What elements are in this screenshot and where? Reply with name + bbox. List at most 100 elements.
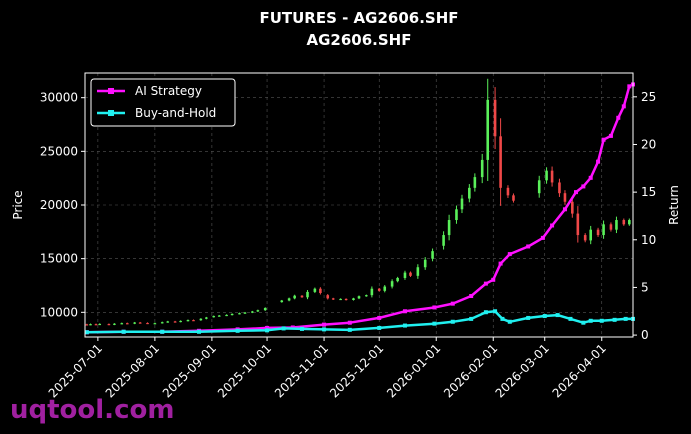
candle-body — [331, 298, 335, 300]
candle-body — [263, 308, 267, 311]
return-lines — [84, 82, 635, 335]
series-point — [450, 301, 455, 306]
series-point — [160, 329, 165, 334]
candle-body — [94, 324, 98, 326]
candle-body — [339, 298, 342, 301]
series-point — [526, 244, 531, 249]
series-point — [588, 318, 593, 323]
series-point — [265, 328, 270, 333]
candle-body — [480, 159, 484, 178]
price-tick-label: 25000 — [40, 144, 78, 158]
series-point — [507, 319, 512, 324]
candle-body — [344, 298, 348, 301]
series-point — [483, 281, 488, 286]
candle-body — [455, 209, 458, 221]
return-tick-label: 25 — [641, 90, 656, 104]
candle-body — [352, 298, 355, 300]
series-point — [265, 325, 270, 330]
candle-body — [192, 320, 195, 322]
series-point — [601, 137, 606, 142]
candle-body — [512, 195, 515, 201]
candle-body — [212, 316, 216, 318]
series-point — [235, 328, 240, 333]
candle-body — [615, 220, 618, 230]
series-point — [596, 159, 601, 164]
candle-body — [160, 322, 164, 324]
series-point — [627, 84, 632, 89]
candle-body — [506, 187, 510, 196]
return-tick-label: 5 — [641, 280, 649, 294]
series-point — [299, 326, 304, 331]
chart-title: FUTURES - AG2606.SHF — [259, 9, 458, 27]
candle-body — [493, 99, 497, 137]
candle-body — [313, 288, 317, 292]
series-point — [377, 315, 382, 320]
candlesticks — [85, 78, 631, 326]
legend-box — [90, 78, 236, 127]
series-point — [507, 252, 512, 257]
candle-body — [357, 296, 361, 299]
series-point — [281, 326, 286, 331]
series-point — [612, 317, 617, 322]
candle-body — [125, 323, 129, 325]
candle-body — [293, 295, 296, 299]
candle-body — [199, 318, 203, 321]
price-axis-label: Price — [11, 190, 25, 219]
return-tick-label: 0 — [641, 328, 649, 342]
candle-body — [256, 310, 260, 312]
return-axis-label: Return — [667, 185, 681, 225]
candle-body — [558, 182, 561, 194]
candle-body — [238, 313, 241, 315]
candle-body — [460, 198, 464, 210]
candle-body — [576, 213, 580, 236]
candle-body — [628, 220, 631, 225]
series-point — [197, 329, 202, 334]
series-point — [621, 104, 626, 109]
series-point — [588, 175, 593, 180]
candle-body — [571, 201, 574, 214]
series-point — [121, 329, 126, 334]
candle-body — [89, 324, 92, 326]
grid — [85, 73, 633, 337]
candle-body — [416, 267, 420, 276]
series-point — [84, 330, 89, 335]
candle-body — [146, 322, 149, 325]
series-point — [540, 235, 545, 240]
candle-body — [377, 288, 381, 291]
candle-body — [153, 323, 157, 325]
candle-body — [113, 323, 116, 325]
candle-body — [370, 288, 374, 296]
candle-body — [409, 272, 412, 276]
candle-body — [280, 300, 284, 303]
series-point — [491, 277, 496, 282]
candle-body — [473, 177, 477, 188]
series-point — [526, 315, 531, 320]
candle-body — [442, 235, 445, 246]
series-line-ai-strategy — [86, 83, 634, 334]
candle-body — [98, 323, 102, 326]
series-point — [555, 313, 560, 318]
candle-body — [319, 288, 322, 293]
candle-body — [622, 220, 626, 225]
candle-body — [537, 180, 541, 194]
candle-body — [179, 320, 182, 323]
series-point — [500, 316, 505, 321]
candle-body — [217, 315, 221, 317]
candle-body — [563, 193, 567, 202]
candle-body — [225, 314, 228, 317]
legend: AI Strategy Buy-and-Hold — [90, 78, 236, 127]
candle-body — [583, 235, 587, 241]
series-point — [483, 310, 488, 315]
candle-body — [230, 313, 234, 316]
candle-body — [403, 272, 407, 278]
series-point — [573, 190, 578, 195]
return-axis-ticks: 0 5 10 15 20 25 — [633, 90, 656, 342]
candle-body — [390, 281, 394, 287]
legend-label-ai: AI Strategy — [135, 84, 202, 98]
candle-body — [499, 136, 502, 188]
chart-subtitle: AG2606.SHF — [307, 31, 412, 49]
candle-body — [423, 259, 427, 268]
price-tick-label: 15000 — [40, 252, 78, 266]
series-point — [623, 316, 628, 321]
